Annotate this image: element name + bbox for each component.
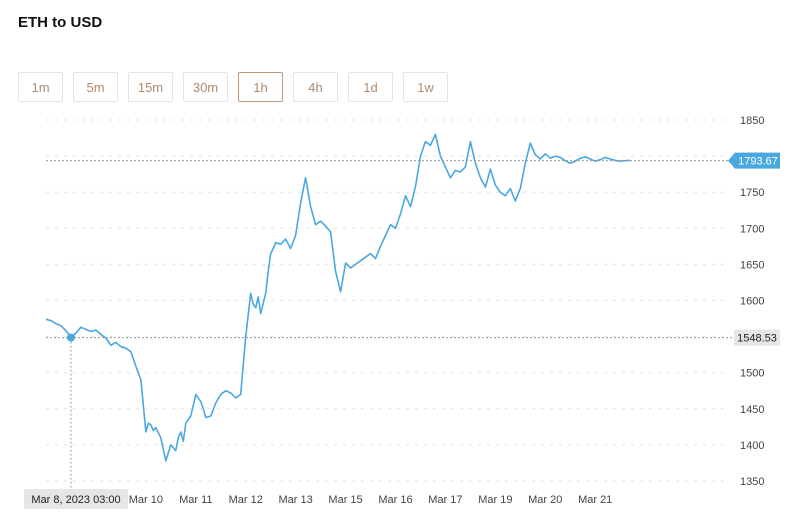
crosshair-value-badge [734, 329, 780, 346]
crosshair-value-label: 1548.53 [737, 333, 777, 345]
page-title: ETH to USD [18, 14, 103, 31]
interval-button-15m[interactable]: 15m [128, 72, 173, 102]
y-tick-label: 1450 [740, 404, 764, 416]
y-tick-label: 1650 [740, 259, 764, 271]
x-tick-label: Mar 10 [129, 494, 163, 506]
x-tick-label: Mar 21 [578, 494, 612, 506]
x-tick-label: Mar 15 [328, 494, 362, 506]
current-price-badge [728, 152, 780, 169]
x-tick-label: Mar 11 [179, 494, 212, 506]
y-tick-label: 1350 [740, 476, 764, 488]
interval-selector: 1m 5m 15m 30m 1h 4h 1d 1w [18, 72, 448, 102]
x-tick-label: Mar 17 [428, 494, 462, 506]
y-tick-label: 1600 [740, 296, 764, 308]
interval-button-1m[interactable]: 1m [18, 72, 63, 102]
interval-button-1d[interactable]: 1d [348, 72, 393, 102]
y-tick-label: 1700 [740, 223, 764, 235]
current-price-label: 1793.67 [738, 156, 778, 168]
crosshair-date-label: Mar 8, 2023 03:00 [31, 494, 120, 506]
x-tick-label: Mar 19 [478, 494, 512, 506]
x-tick-label: Mar 13 [279, 494, 313, 506]
x-tick-label: Mar 16 [378, 494, 412, 506]
interval-button-5m[interactable]: 5m [73, 72, 118, 102]
price-line [45, 133, 631, 462]
interval-button-1h[interactable]: 1h [238, 72, 283, 102]
x-tick-label: Mar 12 [229, 494, 263, 506]
crosshair-point [66, 333, 75, 342]
x-tick-label: Mar 20 [528, 494, 562, 506]
interval-button-4h[interactable]: 4h [293, 72, 338, 102]
y-tick-label: 1750 [740, 187, 764, 199]
y-tick-label: 1850 [740, 115, 764, 127]
crosshair-date-badge [24, 489, 128, 509]
interval-button-30m[interactable]: 30m [183, 72, 228, 102]
y-tick-label: 1400 [740, 440, 764, 452]
interval-button-1w[interactable]: 1w [403, 72, 448, 102]
y-tick-label: 1500 [740, 368, 764, 380]
